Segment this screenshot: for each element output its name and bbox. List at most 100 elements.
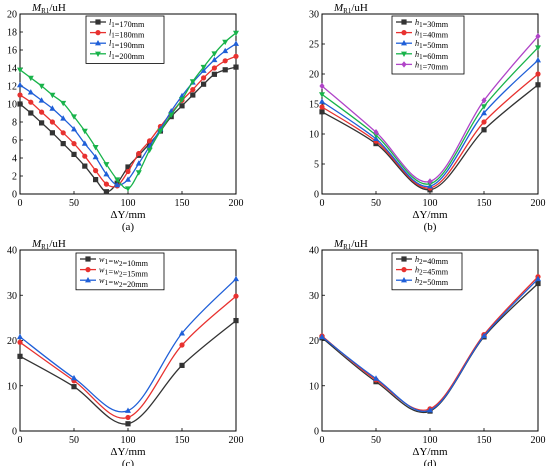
data-point <box>233 275 239 282</box>
data-point <box>27 75 34 82</box>
data-point <box>93 168 99 174</box>
legend-marker <box>95 51 101 57</box>
x-tick-label: 150 <box>175 435 190 446</box>
series-4 <box>17 30 239 192</box>
data-point <box>136 150 142 157</box>
legend-marker <box>401 29 407 36</box>
chart-panel-a: 0 50 100 150 200 0 2 4 6 8 10 12 14 16 18 20 MR1/uH ΔY/mm… <box>7 2 244 233</box>
x-axis-label: ΔY/mm <box>412 209 448 221</box>
data-point <box>427 178 433 185</box>
y-tick-label: 6 <box>12 136 17 147</box>
legend-marker <box>95 19 101 25</box>
data-point <box>38 97 45 103</box>
data-point <box>103 189 109 195</box>
data-point <box>481 104 487 110</box>
x-tick-label: 50 <box>69 198 79 209</box>
data-point <box>49 130 55 136</box>
chart-panel-c: 0 50 100 150 200 0 10 20 30 40 MR1/uH ΔY/mm(c) w1=w2… <box>7 238 244 466</box>
y-tick-label: 10 <box>309 381 319 392</box>
legend-marker <box>95 29 101 36</box>
data-point <box>535 71 541 77</box>
legend-entry: h1=30mm <box>415 18 449 29</box>
data-point <box>222 47 229 54</box>
x-axis-label: ΔY/mm <box>110 209 146 221</box>
data-point <box>82 153 88 159</box>
data-point <box>92 153 99 160</box>
y-axis-label: MR1/uH <box>31 238 66 251</box>
y-axis-label: MR1/uH <box>333 2 368 15</box>
data-point <box>211 65 217 71</box>
data-point <box>125 186 131 192</box>
data-point <box>200 64 207 71</box>
data-point <box>17 333 23 340</box>
data-point <box>222 67 228 73</box>
series-3 <box>319 275 541 413</box>
series-line <box>321 59 539 187</box>
data-point <box>114 177 121 183</box>
data-point <box>103 162 110 168</box>
y-tick-label: 30 <box>7 291 17 302</box>
legend-entry: l1=190mm <box>109 39 145 50</box>
data-point <box>427 406 433 413</box>
y-tick-label: 14 <box>7 64 17 75</box>
x-tick-label: 200 <box>229 435 244 446</box>
series-2 <box>17 293 239 421</box>
y-tick-label: 30 <box>309 10 319 21</box>
data-point <box>147 138 153 144</box>
y-tick-label: 40 <box>7 246 17 257</box>
data-point <box>125 176 131 182</box>
legend-marker <box>401 277 407 283</box>
y-tick-label: 30 <box>309 291 319 302</box>
series-line <box>321 84 539 191</box>
data-point <box>535 280 541 287</box>
data-point <box>535 33 541 40</box>
data-point <box>222 39 229 46</box>
panel-caption: (b) <box>424 221 437 233</box>
data-point <box>92 145 99 151</box>
series-5 <box>319 33 541 185</box>
x-tick-label: 0 <box>320 198 325 209</box>
chart-panel-d: 0 50 100 150 200 0 10 20 30 40 MR1/uH ΔY/mm(d) h2=40… <box>309 238 546 466</box>
panel-caption: (a) <box>122 221 135 233</box>
y-axis-label: MR1/uH <box>31 2 66 15</box>
data-point <box>60 100 67 107</box>
data-point <box>125 414 131 421</box>
y-tick-label: 0 <box>314 190 319 201</box>
data-point <box>17 81 23 88</box>
series-line <box>321 283 539 414</box>
data-point <box>373 129 379 136</box>
legend-marker <box>401 61 407 68</box>
x-axis-label: ΔY/mm <box>110 446 146 458</box>
x-tick-label: 100 <box>121 435 136 446</box>
series-1 <box>17 64 239 195</box>
data-point <box>535 275 541 282</box>
data-point <box>17 353 23 359</box>
legend-marker <box>401 40 407 46</box>
legend-entry: l1=180mm <box>109 29 145 40</box>
data-point <box>28 99 34 105</box>
data-point <box>211 56 218 63</box>
legend-entry: l1=170mm <box>109 18 145 29</box>
legend-entry: h2=50mm <box>415 276 449 287</box>
legend-marker <box>85 267 91 273</box>
legend-entry: l1=200mm <box>109 50 145 61</box>
data-point <box>71 114 77 120</box>
x-tick-label: 150 <box>477 435 492 446</box>
data-point <box>71 374 77 381</box>
y-tick-label: 20 <box>7 336 17 347</box>
legend-entry: h2=45mm <box>415 266 449 277</box>
data-point <box>481 97 487 104</box>
data-point <box>481 332 487 339</box>
series-line <box>19 295 237 419</box>
data-point <box>373 375 379 381</box>
data-point <box>233 30 239 37</box>
y-tick-label: 20 <box>309 336 319 347</box>
data-point <box>535 45 541 51</box>
data-point <box>168 112 175 118</box>
legend-marker <box>401 267 407 273</box>
data-point <box>481 127 487 133</box>
x-tick-label: 50 <box>371 435 381 446</box>
data-point <box>49 92 56 99</box>
y-tick-label: 20 <box>7 10 17 21</box>
